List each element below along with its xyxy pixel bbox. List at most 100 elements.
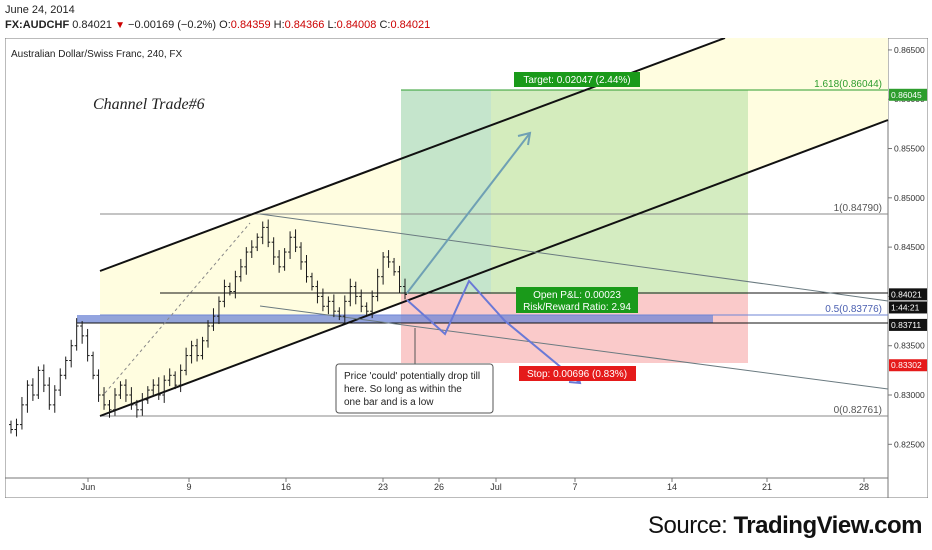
candle (244, 247, 249, 275)
chart-title: Australian Dollar/Swiss Franc, 240, FX (11, 49, 183, 60)
svg-text:0.86045: 0.86045 (891, 90, 922, 100)
candle (167, 368, 172, 387)
time-axis[interactable]: Jun 9 16 23 26 Jul 7 14 21 28 (81, 478, 869, 492)
svg-text:Risk/Reward Ratio: 2.94: Risk/Reward Ratio: 2.94 (523, 302, 631, 313)
candle (178, 364, 183, 393)
price-note-callout[interactable]: Price 'could' potentially drop till here… (335, 363, 494, 414)
fib-1618-label: 1.618(0.86044) (814, 79, 882, 90)
price-label: 0.83711 (889, 318, 927, 331)
candle (364, 302, 369, 316)
channel-lower-line (99, 119, 889, 417)
descending-trend-line (259, 213, 889, 302)
candle (249, 240, 254, 258)
candle (309, 272, 314, 291)
candle (118, 381, 123, 399)
y-tick-label: 0.85500 (894, 144, 925, 154)
candle (129, 387, 134, 410)
candle (331, 294, 336, 318)
x-tick-label: 28 (859, 482, 869, 492)
svg-text:Target: 0.02047 (2.44%): Target: 0.02047 (2.44%) (523, 75, 630, 86)
price-label: 0.83302 (889, 359, 927, 372)
open-pl-badge[interactable]: Open P&L: 0.00023 Risk/Reward Ratio: 2.9… (516, 287, 638, 313)
candle (403, 278, 407, 300)
candle (216, 296, 221, 325)
candle (156, 377, 161, 400)
symbol-label[interactable]: FX:AUDCHF (5, 19, 70, 31)
candle (195, 338, 200, 362)
x-tick-label: 16 (281, 482, 291, 492)
candle (14, 418, 19, 437)
low-label: L: (327, 19, 337, 31)
fib-0-label: 0(0.82761) (834, 405, 882, 416)
y-tick-label: 0.83000 (894, 390, 925, 400)
candle (173, 371, 178, 390)
price-label: 0.86045 (889, 88, 927, 101)
candle (288, 231, 293, 259)
svg-text:one bar and is a low: one bar and is a low (344, 397, 434, 408)
candle (271, 237, 276, 265)
x-tick-label: 7 (572, 482, 577, 492)
candle (375, 268, 380, 302)
support-zone (77, 315, 713, 323)
svg-text:here. So long as within the: here. So long as within the (344, 384, 462, 395)
high-value: 0.84366 (284, 19, 325, 31)
close-label: C: (379, 19, 391, 31)
x-tick-label: 21 (762, 482, 772, 492)
candle (145, 386, 150, 404)
candle (112, 388, 117, 416)
target-badge[interactable]: Target: 0.02047 (2.44%) (514, 72, 640, 87)
open-label: O: (219, 19, 231, 31)
fib-1-label: 1(0.84790) (834, 203, 882, 214)
candle (134, 399, 139, 418)
candle (107, 399, 112, 418)
candle (47, 377, 52, 410)
svg-text:1:44:21: 1:44:21 (891, 302, 920, 312)
candle (282, 248, 287, 271)
fib-05-label: 0.5(0.83776) (825, 304, 882, 315)
candle (151, 379, 156, 397)
y-tick-label: 0.86500 (894, 45, 925, 55)
candle (342, 295, 347, 324)
price-label: 1:44:21 (889, 301, 927, 314)
candle (299, 242, 304, 270)
svg-text:Stop: 0.00696 (0.83%): Stop: 0.00696 (0.83%) (527, 369, 627, 380)
candle (381, 252, 386, 285)
candle (184, 347, 189, 376)
candle (293, 229, 298, 253)
svg-text:0.83302: 0.83302 (891, 360, 922, 370)
y-tick-label: 0.83500 (894, 341, 925, 351)
y-tick-label: 0.85000 (894, 193, 925, 203)
impulse-trend-line (104, 222, 251, 394)
y-tick-label: 0.84500 (894, 242, 925, 252)
candle (222, 279, 227, 308)
x-tick-label: 14 (667, 482, 677, 492)
candle (233, 270, 238, 299)
candle (326, 296, 331, 315)
candle (304, 255, 309, 283)
lower-descending-line (259, 305, 889, 390)
chart-date: June 24, 2014 (5, 4, 75, 16)
candle (392, 257, 397, 276)
candle (91, 351, 96, 380)
candle (200, 336, 205, 360)
svg-text:Price 'could' potentially drop: Price 'could' potentially drop till (344, 371, 480, 382)
candle (397, 265, 402, 294)
candle (359, 289, 364, 313)
stop-badge[interactable]: Stop: 0.00696 (0.83%) (519, 366, 636, 381)
candle (348, 278, 353, 307)
candle (9, 420, 13, 434)
candle (52, 385, 57, 413)
annotation-title: Channel Trade#6 (93, 96, 205, 113)
candle (238, 258, 243, 282)
svg-text:0.83711: 0.83711 (891, 320, 921, 330)
price-axis-labels: 0.84021 1:44:21 0.83711 0.86045 0.83302 (889, 88, 927, 372)
x-tick-label: 9 (186, 482, 191, 492)
candle (320, 288, 325, 312)
candle (370, 290, 375, 319)
price-chart[interactable]: Australian Dollar/Swiss Franc, 240, FX C… (5, 38, 928, 498)
candle (102, 387, 107, 410)
svg-text:Open P&L: 0.00023: Open P&L: 0.00023 (533, 290, 621, 301)
candle (337, 307, 342, 321)
close-value: 0.84021 (390, 19, 431, 31)
quote-bar: FX:AUDCHF 0.84021 ▼ −0.00169 (−0.2%) O:0… (5, 19, 430, 31)
